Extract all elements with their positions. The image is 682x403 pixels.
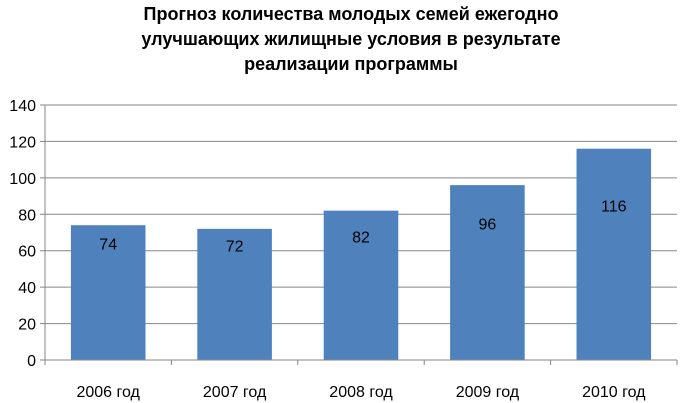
x-tick-label: 2008 год: [329, 384, 393, 401]
bar: [70, 225, 146, 360]
data-label: 96: [479, 217, 497, 234]
data-label: 116: [601, 198, 627, 215]
x-tick-label: 2006 год: [76, 384, 140, 401]
bar: [576, 148, 652, 360]
y-tick-label: 40: [18, 280, 36, 297]
y-tick-label: 140: [9, 98, 36, 115]
data-label: 72: [226, 238, 244, 255]
data-label: 82: [352, 229, 370, 246]
bar: [197, 228, 272, 360]
y-tick-label: 120: [9, 134, 36, 151]
x-tick-label: 2010 год: [582, 384, 646, 401]
y-axis: 0 20 40 60 80 100 120 140: [9, 98, 46, 370]
y-tick-label: 100: [9, 171, 36, 188]
data-label: 74: [99, 237, 117, 254]
bar: [323, 210, 399, 360]
chart-title-line-1: Прогноз количества молодых семей ежегодн…: [144, 4, 559, 24]
bars: 74 72 82 96 116: [70, 148, 652, 360]
y-tick-label: 0: [27, 353, 36, 370]
x-axis: 2006 год 2007 год 2008 год 2009 год 2010 год: [44, 359, 678, 401]
chart-title-line-3: реализации программы: [244, 54, 458, 74]
bar: [450, 185, 525, 360]
x-tick-label: 2009 год: [456, 384, 520, 401]
chart-title: Прогноз количества молодых семей ежегодн…: [141, 4, 560, 74]
chart-title-line-2: улучшающих жилищные условия в результате: [141, 29, 560, 49]
y-tick-label: 80: [18, 207, 36, 224]
y-tick-label: 20: [18, 317, 36, 334]
y-tick-label: 60: [18, 244, 36, 261]
x-tick-label: 2007 год: [203, 384, 267, 401]
